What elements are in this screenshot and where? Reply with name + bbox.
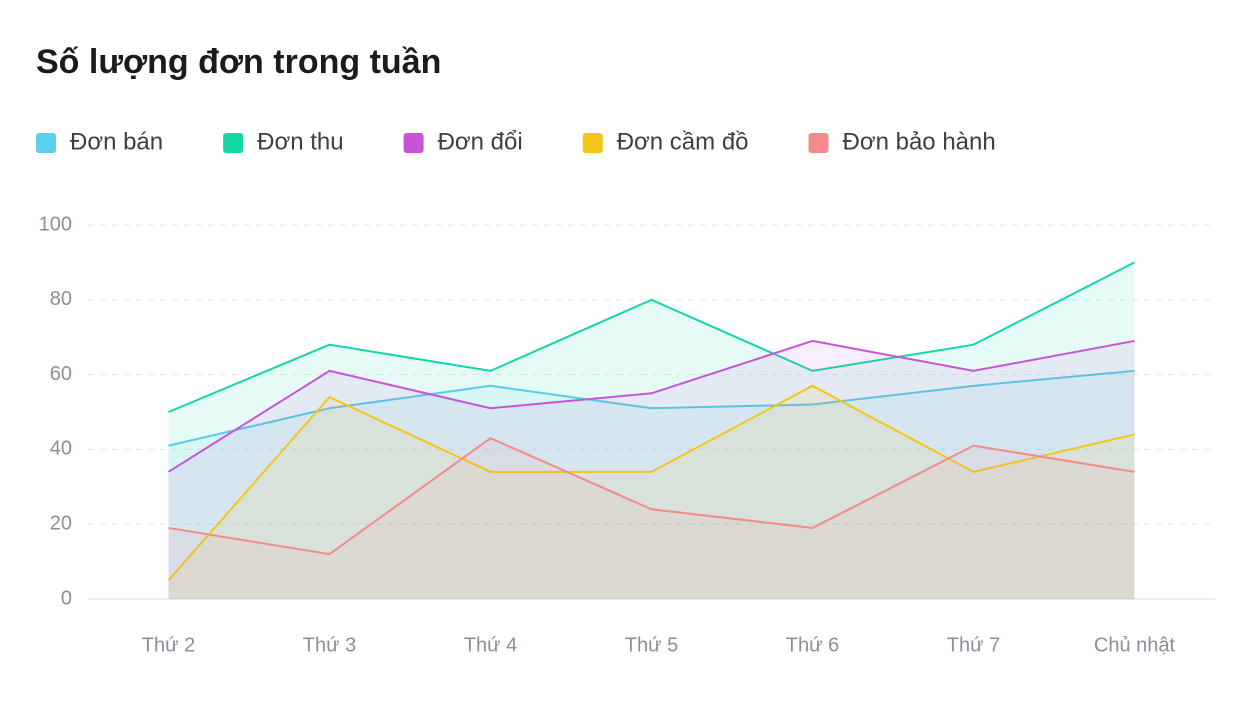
x-tick-label: Thứ 2 [142,634,195,656]
area [168,438,1135,599]
x-tick-label: Chủ nhật [1094,634,1176,656]
x-tick-label: Thứ 4 [464,634,517,656]
legend-swatch [36,133,56,153]
x-tick-label: Thứ 5 [625,634,678,656]
legend-label: Đơn bảo hành [843,128,996,155]
y-tick-label: 0 [61,587,72,609]
x-tick-label: Thứ 7 [947,634,1000,656]
y-tick-label: 60 [50,363,72,385]
x-tick-label: Thứ 6 [786,634,839,656]
line [168,369,1135,447]
legend-label: Đơn bán [70,128,163,155]
x-tick-label: Thứ 3 [303,634,356,656]
legend-label: Đơn thu [257,128,343,155]
line [168,261,1135,413]
y-tick-label: 100 [39,213,72,235]
y-tick-label: 20 [50,512,72,534]
legend-label: Đơn cầm đồ [617,128,749,155]
line [168,437,1135,556]
area [168,262,1135,599]
area [168,385,1135,599]
legend-swatch [223,133,244,153]
legend-label: Đơn đổi [438,128,523,155]
legend-swatch [808,133,829,153]
line [167,384,1135,581]
y-tick-label: 40 [50,438,72,460]
area [168,340,1135,599]
line [167,339,1135,473]
chart-title: Số lượng đơn trong tuần [36,43,441,81]
y-tick-label: 80 [50,288,72,310]
legend-swatch [582,133,603,153]
legend-swatch [403,133,424,153]
